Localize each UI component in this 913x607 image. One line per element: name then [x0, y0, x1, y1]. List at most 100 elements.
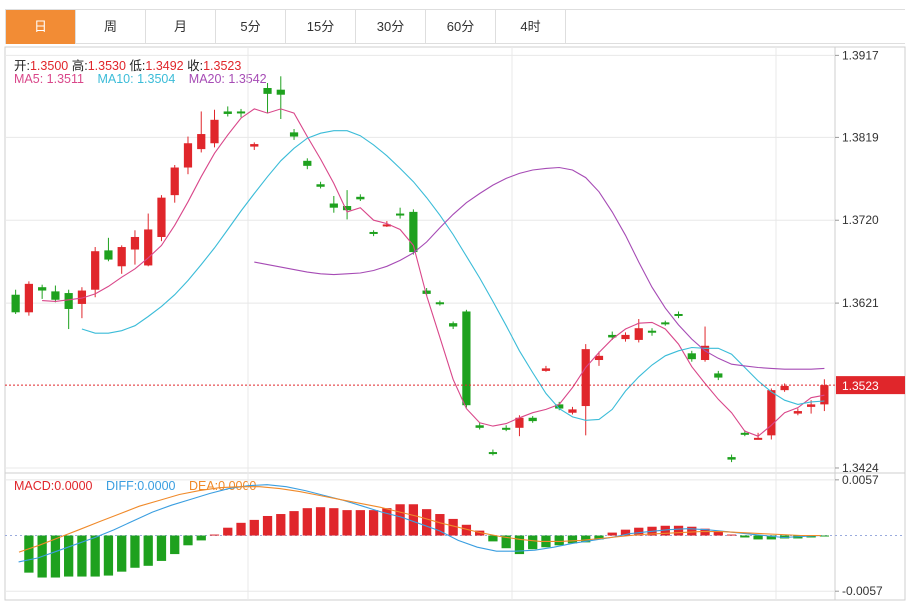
- period-tabs: 日周月 5分 15分 30分 60分 4时: [5, 9, 905, 44]
- dif-line: [18, 484, 822, 563]
- ma10-line: [81, 130, 825, 421]
- macd-bar-22: [315, 507, 326, 536]
- macd-tick-label-1: -0.0057: [842, 584, 883, 598]
- candle-body-60: [807, 404, 816, 407]
- macd-bar-55: [753, 535, 763, 540]
- macd-bar-56: [766, 535, 776, 540]
- tab-1[interactable]: 周: [76, 10, 146, 44]
- macd-legend: MACD:0.0000: [14, 479, 93, 493]
- candle-body-29: [396, 213, 405, 216]
- ma10-legend: MA10: 1.3504: [97, 72, 175, 86]
- macd-tick-label-0: 0.0057: [842, 473, 879, 487]
- high-value: 1.3530: [87, 59, 126, 73]
- candle-body-25: [342, 206, 352, 211]
- diff-value: 0.0000: [137, 479, 176, 493]
- macd-bar-49: [673, 525, 684, 536]
- candle-body-6: [91, 251, 100, 290]
- candle-body-15: [210, 119, 219, 144]
- macd-bar-12: [183, 535, 193, 546]
- candle-body-24: [329, 203, 338, 208]
- macd-bar-24: [342, 510, 352, 536]
- macd-info: MACD:0.0000 DIFF:0.0000 DEA:0.0000: [14, 479, 266, 493]
- macd-bar-50: [687, 526, 697, 536]
- candle-body-5: [77, 290, 87, 304]
- ma-info: MA5: 1.3511 MA10: 1.3504 MA20: 1.3542: [14, 72, 277, 86]
- price-tick-label-0: 1.3917: [842, 48, 879, 62]
- tab-3[interactable]: 5分: [216, 10, 286, 44]
- macd-bar-3: [64, 535, 74, 577]
- ma10-label: MA10:: [97, 72, 138, 86]
- candle-body-61: [820, 385, 829, 405]
- macd-bar-5: [90, 535, 100, 577]
- diff-legend: DIFF:0.0000: [106, 479, 175, 493]
- macd-bar-23: [329, 508, 339, 536]
- candle-body-47: [634, 328, 643, 340]
- price-tick-label-3: 1.3621: [842, 296, 879, 310]
- tab-2[interactable]: 月: [146, 10, 216, 44]
- tab-7[interactable]: 4时: [496, 10, 566, 44]
- candle-body-28: [382, 224, 391, 227]
- ohlc-info: 开:1.3500 高:1.3530 低:1.3492 收:1.3523: [14, 55, 241, 74]
- candle-body-39: [528, 417, 537, 422]
- low-label: 低:: [129, 59, 146, 73]
- ma5-legend: MA5: 1.3511: [14, 72, 84, 86]
- macd-label: MACD:: [14, 479, 55, 493]
- macd-bar-25: [355, 510, 365, 536]
- candle-body-48: [647, 330, 657, 333]
- macd-bar-9: [143, 535, 153, 566]
- macd-bar-18: [262, 515, 273, 536]
- macd-bar-46: [634, 527, 644, 536]
- chart-frame: [4, 46, 906, 601]
- tab-6[interactable]: 60分: [426, 10, 496, 44]
- price-tick-label-4: 1.3424: [842, 461, 879, 475]
- candle-body-7: [104, 250, 113, 260]
- macd-bar-0: [24, 535, 34, 573]
- macd-bar-26: [368, 510, 379, 536]
- candle-body-4: [64, 293, 73, 309]
- candle-body-44: [594, 355, 604, 361]
- ma10-value: 1.3504: [137, 72, 176, 86]
- tab-0[interactable]: 日: [6, 10, 76, 44]
- macd-bar-28: [395, 504, 405, 536]
- candle-body-59: [793, 411, 802, 414]
- current-price-label: 1.3523: [842, 379, 879, 393]
- price-tick-label-2: 1.3720: [842, 213, 879, 227]
- candle-body-31: [422, 290, 431, 294]
- candle-body-27: [369, 231, 378, 234]
- ma5-label: MA5:: [14, 72, 47, 86]
- tab-4[interactable]: 15分: [286, 10, 356, 44]
- candle-body-35: [475, 425, 484, 428]
- candle-body-20: [276, 89, 285, 95]
- macd-bar-37: [514, 535, 525, 555]
- macd-bar-36: [501, 535, 511, 549]
- macd-bar-48: [660, 525, 670, 536]
- open-label: 开:: [14, 59, 30, 73]
- candle-body-56: [753, 437, 763, 440]
- macd-bar-31: [435, 514, 445, 536]
- candle-body-26: [356, 196, 365, 200]
- macd-bar-15: [223, 527, 233, 536]
- candle-body-45: [608, 334, 617, 338]
- candle-body-10: [144, 229, 153, 266]
- candle-body-14: [197, 134, 206, 150]
- dea-value: 0.0000: [218, 479, 257, 493]
- low-value: 1.3492: [145, 59, 184, 73]
- macd-bar-35: [488, 535, 498, 542]
- candle-body-17: [236, 111, 246, 114]
- candle-body-34: [462, 311, 471, 406]
- candle-body-2: [38, 287, 47, 291]
- candle-body-51: [687, 353, 696, 360]
- macd-bar-4: [77, 535, 87, 577]
- candle-body-40: [541, 368, 551, 371]
- candle-body-58: [780, 385, 789, 391]
- candle-body-55: [740, 432, 749, 435]
- tab-5[interactable]: 30分: [356, 10, 426, 44]
- macd-value: 0.0000: [54, 479, 93, 493]
- macd-bar-41: [567, 535, 578, 544]
- candle-body-0: [11, 294, 20, 313]
- macd-bar-54: [740, 535, 750, 538]
- macd-bar-14: [209, 534, 220, 536]
- macd-bar-19: [276, 514, 286, 536]
- ma20-line: [254, 166, 825, 370]
- candle-body-1: [24, 283, 33, 313]
